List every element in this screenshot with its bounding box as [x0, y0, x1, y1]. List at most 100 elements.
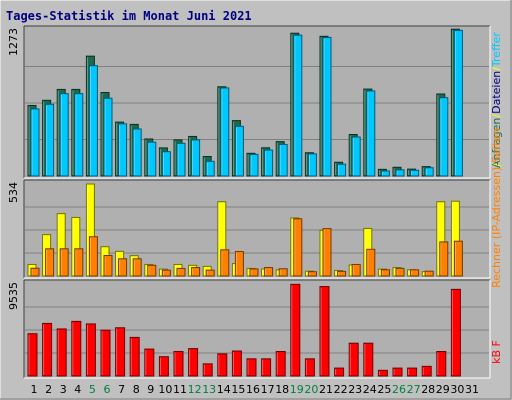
bar-bottom-kb-f-day-4	[71, 320, 82, 377]
bar-top-dateien-day-20	[307, 153, 317, 177]
x-label-day-14: 14	[217, 383, 231, 396]
bar-top-dateien-day-5	[88, 65, 98, 177]
bar-middle-seiten-day-23	[351, 263, 361, 277]
bar-bottom-kb-f-day-7	[115, 327, 126, 377]
legend-entry: Seiten	[490, 128, 503, 163]
bar-bottom-kb-f-day-5	[85, 323, 96, 377]
series-dateien	[30, 29, 463, 177]
legend-entry: Treffer	[490, 32, 503, 68]
x-axis-labels: 1 2 3 4 5 6 7 8 9 10 11 12 13 14 15 16 17 18 19 20 21 22 23 24 2…	[31, 383, 480, 396]
bar-top-dateien-day-13	[205, 160, 215, 177]
bar-bottom-kb-f-day-21	[319, 286, 330, 377]
bar-middle-seiten-day-9	[147, 264, 157, 277]
x-label-day-31: 31	[465, 383, 479, 396]
bar-bottom-kb-f-day-15	[231, 350, 242, 377]
x-label-day-15: 15	[231, 383, 245, 396]
bar-middle-seiten-day-2	[45, 248, 55, 277]
bar-bottom-kb-f-day-3	[56, 328, 67, 377]
bar-top-dateien-day-22	[337, 163, 347, 177]
bar-top-dateien-day-28	[424, 167, 434, 177]
x-label-day-26: 26	[392, 383, 406, 396]
bar-middle-seiten-day-6	[103, 254, 113, 277]
bar-middle-seiten-day-17	[264, 267, 274, 277]
bar-bottom-kb-f-day-16	[246, 358, 257, 377]
x-label-day-27: 27	[407, 383, 421, 396]
bar-middle-seiten-day-18	[278, 268, 288, 277]
bar-bottom-kb-f-day-30	[450, 288, 461, 377]
bar-top-dateien-day-21	[322, 36, 332, 177]
bar-middle-seiten-day-10	[161, 269, 171, 277]
bar-middle-seiten-day-27	[410, 269, 420, 277]
bar-bottom-kb-f-day-10	[158, 356, 169, 377]
legend-entry: /	[490, 67, 503, 71]
bar-top-dateien-day-14	[220, 87, 230, 177]
bar-middle-seiten-day-22	[337, 270, 347, 277]
y-max-label: 1273	[7, 28, 20, 56]
x-label-day-3: 3	[60, 383, 67, 396]
bar-middle-seiten-day-15	[234, 251, 244, 277]
bar-bottom-kb-f-day-25	[377, 369, 388, 377]
bar-top-dateien-day-7	[118, 123, 128, 177]
x-label-day-9: 9	[147, 383, 154, 396]
bar-top-dateien-day-6	[103, 97, 113, 177]
x-label-day-23: 23	[348, 383, 362, 396]
bar-bottom-kb-f-day-22	[334, 367, 345, 377]
x-label-day-8: 8	[133, 383, 140, 396]
bar-bottom-kb-f-day-14	[217, 353, 228, 377]
legend-bottom: kB F	[490, 340, 503, 364]
legend-entry: /	[490, 114, 503, 118]
x-label-day-6: 6	[104, 383, 111, 396]
bar-middle-seiten-day-11	[176, 267, 186, 277]
bar-bottom-kb-f-day-17	[261, 358, 272, 377]
legend-entry: /	[490, 163, 503, 167]
bar-bottom-kb-f-day-6	[100, 329, 111, 377]
bar-top-dateien-day-16	[249, 153, 259, 177]
bar-bottom-kb-f-day-26	[392, 367, 403, 377]
bar-middle-seiten-day-1	[30, 267, 40, 277]
y-max-label: 534	[7, 182, 20, 203]
bar-middle-seiten-day-12	[191, 267, 201, 277]
bar-bottom-kb-f-day-11	[173, 350, 184, 377]
x-label-day-17: 17	[261, 383, 275, 396]
bar-top-dateien-day-25	[380, 170, 390, 177]
bar-top-dateien-day-19	[293, 34, 303, 177]
bar-bottom-kb-f-day-29	[436, 350, 447, 377]
bar-middle-seiten-day-21	[322, 228, 332, 277]
bar-top-dateien-day-8	[132, 128, 142, 177]
panel-middle: 534 Rechner (IP-Adressen)/Seiten	[7, 128, 503, 288]
bar-middle-seiten-day-20	[307, 271, 317, 277]
x-label-day-21: 21	[319, 383, 333, 396]
bar-top-dateien-day-10	[161, 151, 171, 177]
bar-bottom-kb-f-day-20	[304, 358, 315, 377]
bar-bottom-kb-f-day-19	[290, 283, 301, 377]
x-label-day-22: 22	[334, 383, 348, 396]
bar-top-dateien-day-12	[191, 139, 201, 177]
legend-entry: Dateien	[490, 71, 503, 114]
bar-bottom-kb-f-day-2	[42, 322, 53, 377]
bar-top-dateien-day-17	[264, 149, 274, 177]
bar-middle-seiten-day-4	[74, 248, 84, 277]
bar-bottom-kb-f-day-13	[202, 363, 213, 377]
x-label-day-24: 24	[363, 383, 377, 396]
x-label-day-4: 4	[74, 383, 81, 396]
bar-top-dateien-day-29	[439, 97, 449, 177]
legend-entry: Rechner (IP-Adressen)	[490, 167, 503, 288]
y-max-label: 9535	[7, 282, 20, 310]
bar-top-dateien-day-11	[176, 142, 186, 177]
bar-middle-seiten-day-28	[424, 270, 434, 277]
bar-middle-seiten-day-25	[380, 269, 390, 277]
x-label-day-11: 11	[173, 383, 187, 396]
x-label-day-25: 25	[377, 383, 391, 396]
bar-middle-seiten-day-14	[220, 249, 230, 277]
bar-top-dateien-day-3	[59, 93, 69, 177]
x-label-day-2: 2	[45, 383, 52, 396]
x-label-day-20: 20	[304, 383, 318, 396]
bar-top-dateien-day-27	[410, 169, 420, 177]
bar-top-dateien-day-24	[366, 90, 376, 177]
bar-top-dateien-day-15	[234, 125, 244, 177]
bar-middle-seiten-day-8	[132, 258, 142, 277]
x-label-day-5: 5	[89, 383, 96, 396]
x-label-day-18: 18	[275, 383, 289, 396]
